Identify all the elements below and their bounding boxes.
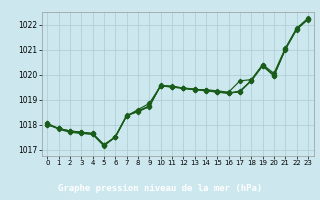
Text: Graphe pression niveau de la mer (hPa): Graphe pression niveau de la mer (hPa) (58, 184, 262, 193)
